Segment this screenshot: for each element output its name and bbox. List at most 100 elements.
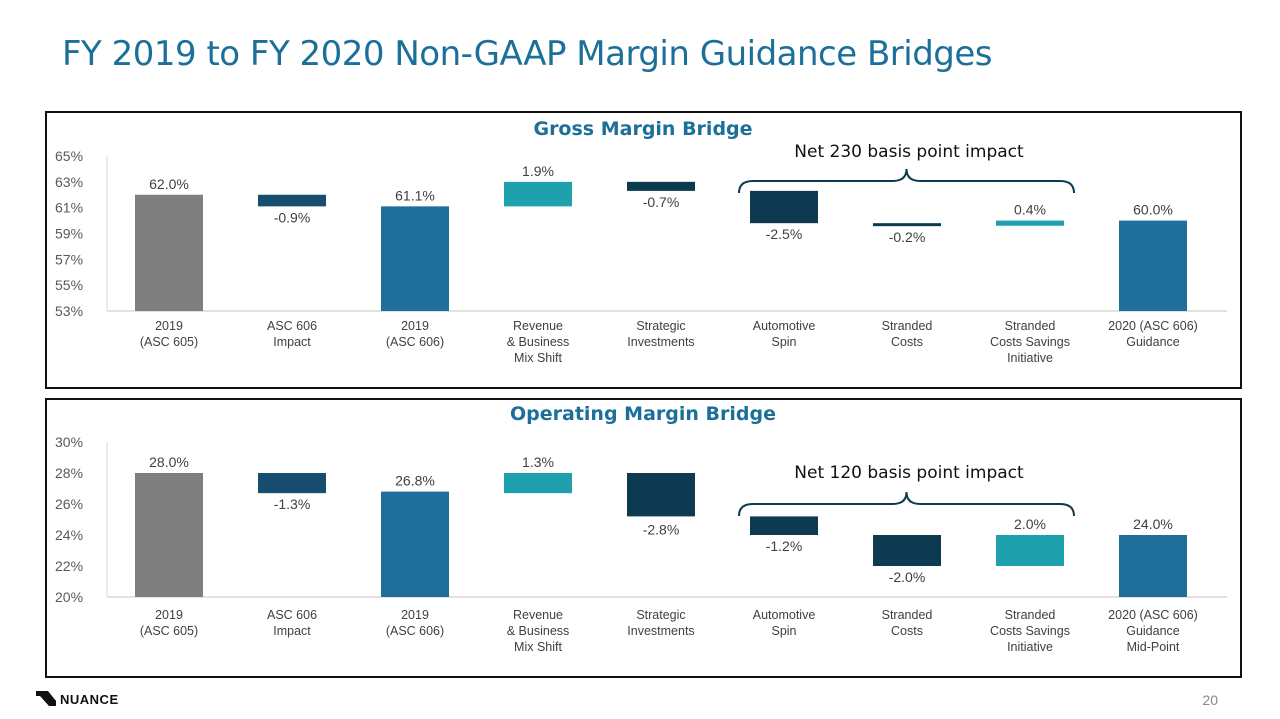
op-category-label: 2020 (ASC 606) — [1108, 608, 1198, 622]
gross-category-label: Costs Savings — [990, 335, 1070, 349]
gross-data-label-3: 61.1% — [395, 187, 435, 203]
op-annotation: Net 120 basis point impact — [794, 463, 1024, 483]
gross-category-label: ASC 606 — [267, 319, 317, 333]
op-y-tick-label: 28% — [55, 465, 83, 481]
gross-data-label-5: -0.7% — [643, 194, 680, 210]
gross-bar-4 — [504, 181, 572, 207]
gross-data-label-2: -0.9% — [274, 209, 311, 225]
gross-y-tick-label: 57% — [55, 251, 83, 267]
gross-data-label-4: 1.9% — [522, 163, 554, 179]
op-brace — [738, 491, 1075, 517]
op-category-label: Revenue — [513, 608, 563, 622]
gross-y-tick-label: 55% — [55, 277, 83, 293]
gross-y-tick-label: 63% — [55, 174, 83, 190]
gross-bar-5 — [627, 181, 695, 191]
op-category-label: 2019 — [401, 608, 429, 622]
op-y-tick-label: 22% — [55, 558, 83, 574]
op-bar-6 — [750, 516, 818, 535]
op-data-label-9: 24.0% — [1133, 516, 1173, 532]
gross-bar-8 — [996, 220, 1064, 226]
op-category-label: Guidance — [1126, 624, 1180, 638]
gross-data-label-7: -0.2% — [889, 229, 926, 245]
nuance-logo-icon: NUANCE — [36, 691, 119, 707]
gross-category-label: Strategic — [636, 319, 685, 333]
gross-bar-1 — [135, 194, 203, 311]
op-category-label: Mix Shift — [514, 640, 562, 654]
op-data-label-5: -2.8% — [643, 521, 680, 537]
op-bar-9 — [1119, 535, 1187, 597]
gross-category-label: (ASC 605) — [140, 335, 198, 349]
gross-data-label-6: -2.5% — [766, 226, 803, 242]
op-category-label: Spin — [771, 624, 796, 638]
logo-wordmark: NUANCE — [60, 692, 119, 707]
slide-title: FY 2019 to FY 2020 Non-GAAP Margin Guida… — [62, 34, 993, 74]
op-data-label-6: -1.2% — [766, 538, 803, 554]
op-category-label: (ASC 606) — [386, 624, 444, 638]
op-category-label: Strategic — [636, 608, 685, 622]
operating-margin-panel: Operating Margin Bridge 20% 22% 24% 26% 28% 30… — [45, 398, 1242, 678]
gross-brace — [738, 168, 1075, 194]
op-y-tick-label: 20% — [55, 589, 83, 605]
op-data-label-2: -1.3% — [274, 496, 311, 512]
gross-category-label: Impact — [273, 335, 311, 349]
gross-chart-title: Gross Margin Bridge — [533, 118, 752, 140]
gross-bar-9 — [1119, 220, 1187, 311]
gross-y-tick-label: 59% — [55, 226, 83, 242]
op-category-label: Automotive — [753, 608, 816, 622]
gross-category-label: Guidance — [1126, 335, 1180, 349]
op-data-label-4: 1.3% — [522, 454, 554, 470]
op-bar-7 — [873, 535, 941, 566]
gross-y-tick-label: 53% — [55, 303, 83, 319]
gross-margin-chart: Gross Margin Bridge 53% 55% 57% 59% 61% 63% 65%… — [55, 118, 1227, 365]
gross-category-label: 2019 — [401, 319, 429, 333]
op-category-label: Stranded — [882, 608, 933, 622]
op-category-label: Investments — [627, 624, 694, 638]
op-category-label: & Business — [507, 624, 570, 638]
gross-category-label: Automotive — [753, 319, 816, 333]
op-category-label: Initiative — [1007, 640, 1053, 654]
gross-category-label: 2019 — [155, 319, 183, 333]
gross-y-tick-label: 61% — [55, 200, 83, 216]
op-category-label: Costs Savings — [990, 624, 1070, 638]
gross-category-label: Costs — [891, 335, 923, 349]
op-data-label-3: 26.8% — [395, 473, 435, 489]
gross-category-label: 2020 (ASC 606) — [1108, 319, 1198, 333]
op-bar-4 — [504, 473, 572, 494]
gross-y-tick-label: 65% — [55, 148, 83, 164]
page-number: 20 — [1202, 692, 1218, 708]
nuance-logo: NUANCE — [36, 689, 146, 714]
gross-category-label: Mix Shift — [514, 351, 562, 365]
gross-category-label: & Business — [507, 335, 570, 349]
gross-data-label-1: 62.0% — [149, 176, 189, 192]
op-data-label-8: 2.0% — [1014, 516, 1046, 532]
gross-category-label: Investments — [627, 335, 694, 349]
op-bar-3 — [381, 491, 449, 597]
op-category-label: Impact — [273, 624, 311, 638]
gross-category-label: Revenue — [513, 319, 563, 333]
op-bar-2 — [258, 473, 326, 494]
gross-category-label: Stranded — [1005, 319, 1056, 333]
gross-data-label-8: 0.4% — [1014, 202, 1046, 218]
op-category-label: (ASC 605) — [140, 624, 198, 638]
gross-category-label: Initiative — [1007, 351, 1053, 365]
op-category-label: Stranded — [1005, 608, 1056, 622]
gross-category-label: Stranded — [882, 319, 933, 333]
gross-bar-2 — [258, 194, 326, 207]
op-y-tick-label: 24% — [55, 527, 83, 543]
op-chart-title: Operating Margin Bridge — [510, 403, 776, 425]
gross-category-label: (ASC 606) — [386, 335, 444, 349]
op-bar-1 — [135, 473, 203, 597]
gross-annotation: Net 230 basis point impact — [794, 142, 1024, 162]
gross-bar-7 — [873, 223, 941, 227]
op-data-label-7: -2.0% — [889, 569, 926, 585]
gross-bar-6 — [750, 190, 818, 224]
operating-margin-chart: Operating Margin Bridge 20% 22% 24% 26% 28% 30… — [55, 403, 1227, 654]
op-y-tick-label: 30% — [55, 434, 83, 450]
op-category-label: 2019 — [155, 608, 183, 622]
gross-margin-panel: Gross Margin Bridge 53% 55% 57% 59% 61% 63% 65%… — [45, 111, 1242, 389]
op-bar-5 — [627, 473, 695, 517]
op-category-label: Mid-Point — [1127, 640, 1180, 654]
gross-category-label: Spin — [771, 335, 796, 349]
gross-data-label-9: 60.0% — [1133, 202, 1173, 218]
op-data-label-1: 28.0% — [149, 454, 189, 470]
